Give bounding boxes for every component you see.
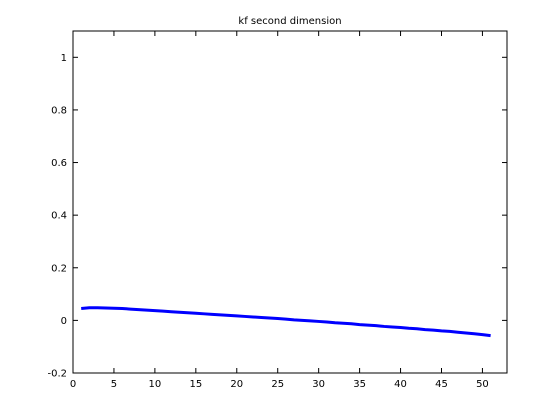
- y-tick-label: 0.2: [51, 263, 67, 274]
- y-tick-label: 1: [61, 53, 67, 64]
- x-tick-label: 30: [312, 379, 325, 390]
- x-axis: 0 5 10 15 20 25 30 35 40 45 50: [70, 31, 489, 390]
- y-tick-label: 0: [61, 316, 67, 327]
- y-tick-label: 0.8: [51, 105, 67, 116]
- x-tick-label: 50: [476, 379, 489, 390]
- y-tick-label: 0.6: [51, 158, 67, 169]
- x-tick-label: 10: [149, 379, 162, 390]
- x-tick-label: 35: [353, 379, 366, 390]
- y-axis: -0.2 0 0.2 0.4 0.6 0.8 1: [47, 53, 507, 380]
- x-tick-label: 20: [230, 379, 243, 390]
- chart-title: kf second dimension: [238, 16, 341, 27]
- x-tick-label: 40: [394, 379, 407, 390]
- series-line-1: [81, 306, 491, 338]
- y-tick-label: -0.2: [47, 369, 67, 380]
- series-layer: [81, 306, 491, 338]
- x-tick-label: 25: [271, 379, 284, 390]
- x-tick-label: 15: [189, 379, 202, 390]
- x-tick-label: 0: [70, 379, 76, 390]
- y-tick-label: 0.4: [51, 211, 67, 222]
- axes-box: [72, 30, 508, 374]
- x-tick-label: 45: [435, 379, 448, 390]
- plot-area: 0 5 10 15 20 25 30 35 40 45 50 -0.200.20.40.60.81: [47, 30, 508, 390]
- x-tick-label: 5: [111, 379, 117, 390]
